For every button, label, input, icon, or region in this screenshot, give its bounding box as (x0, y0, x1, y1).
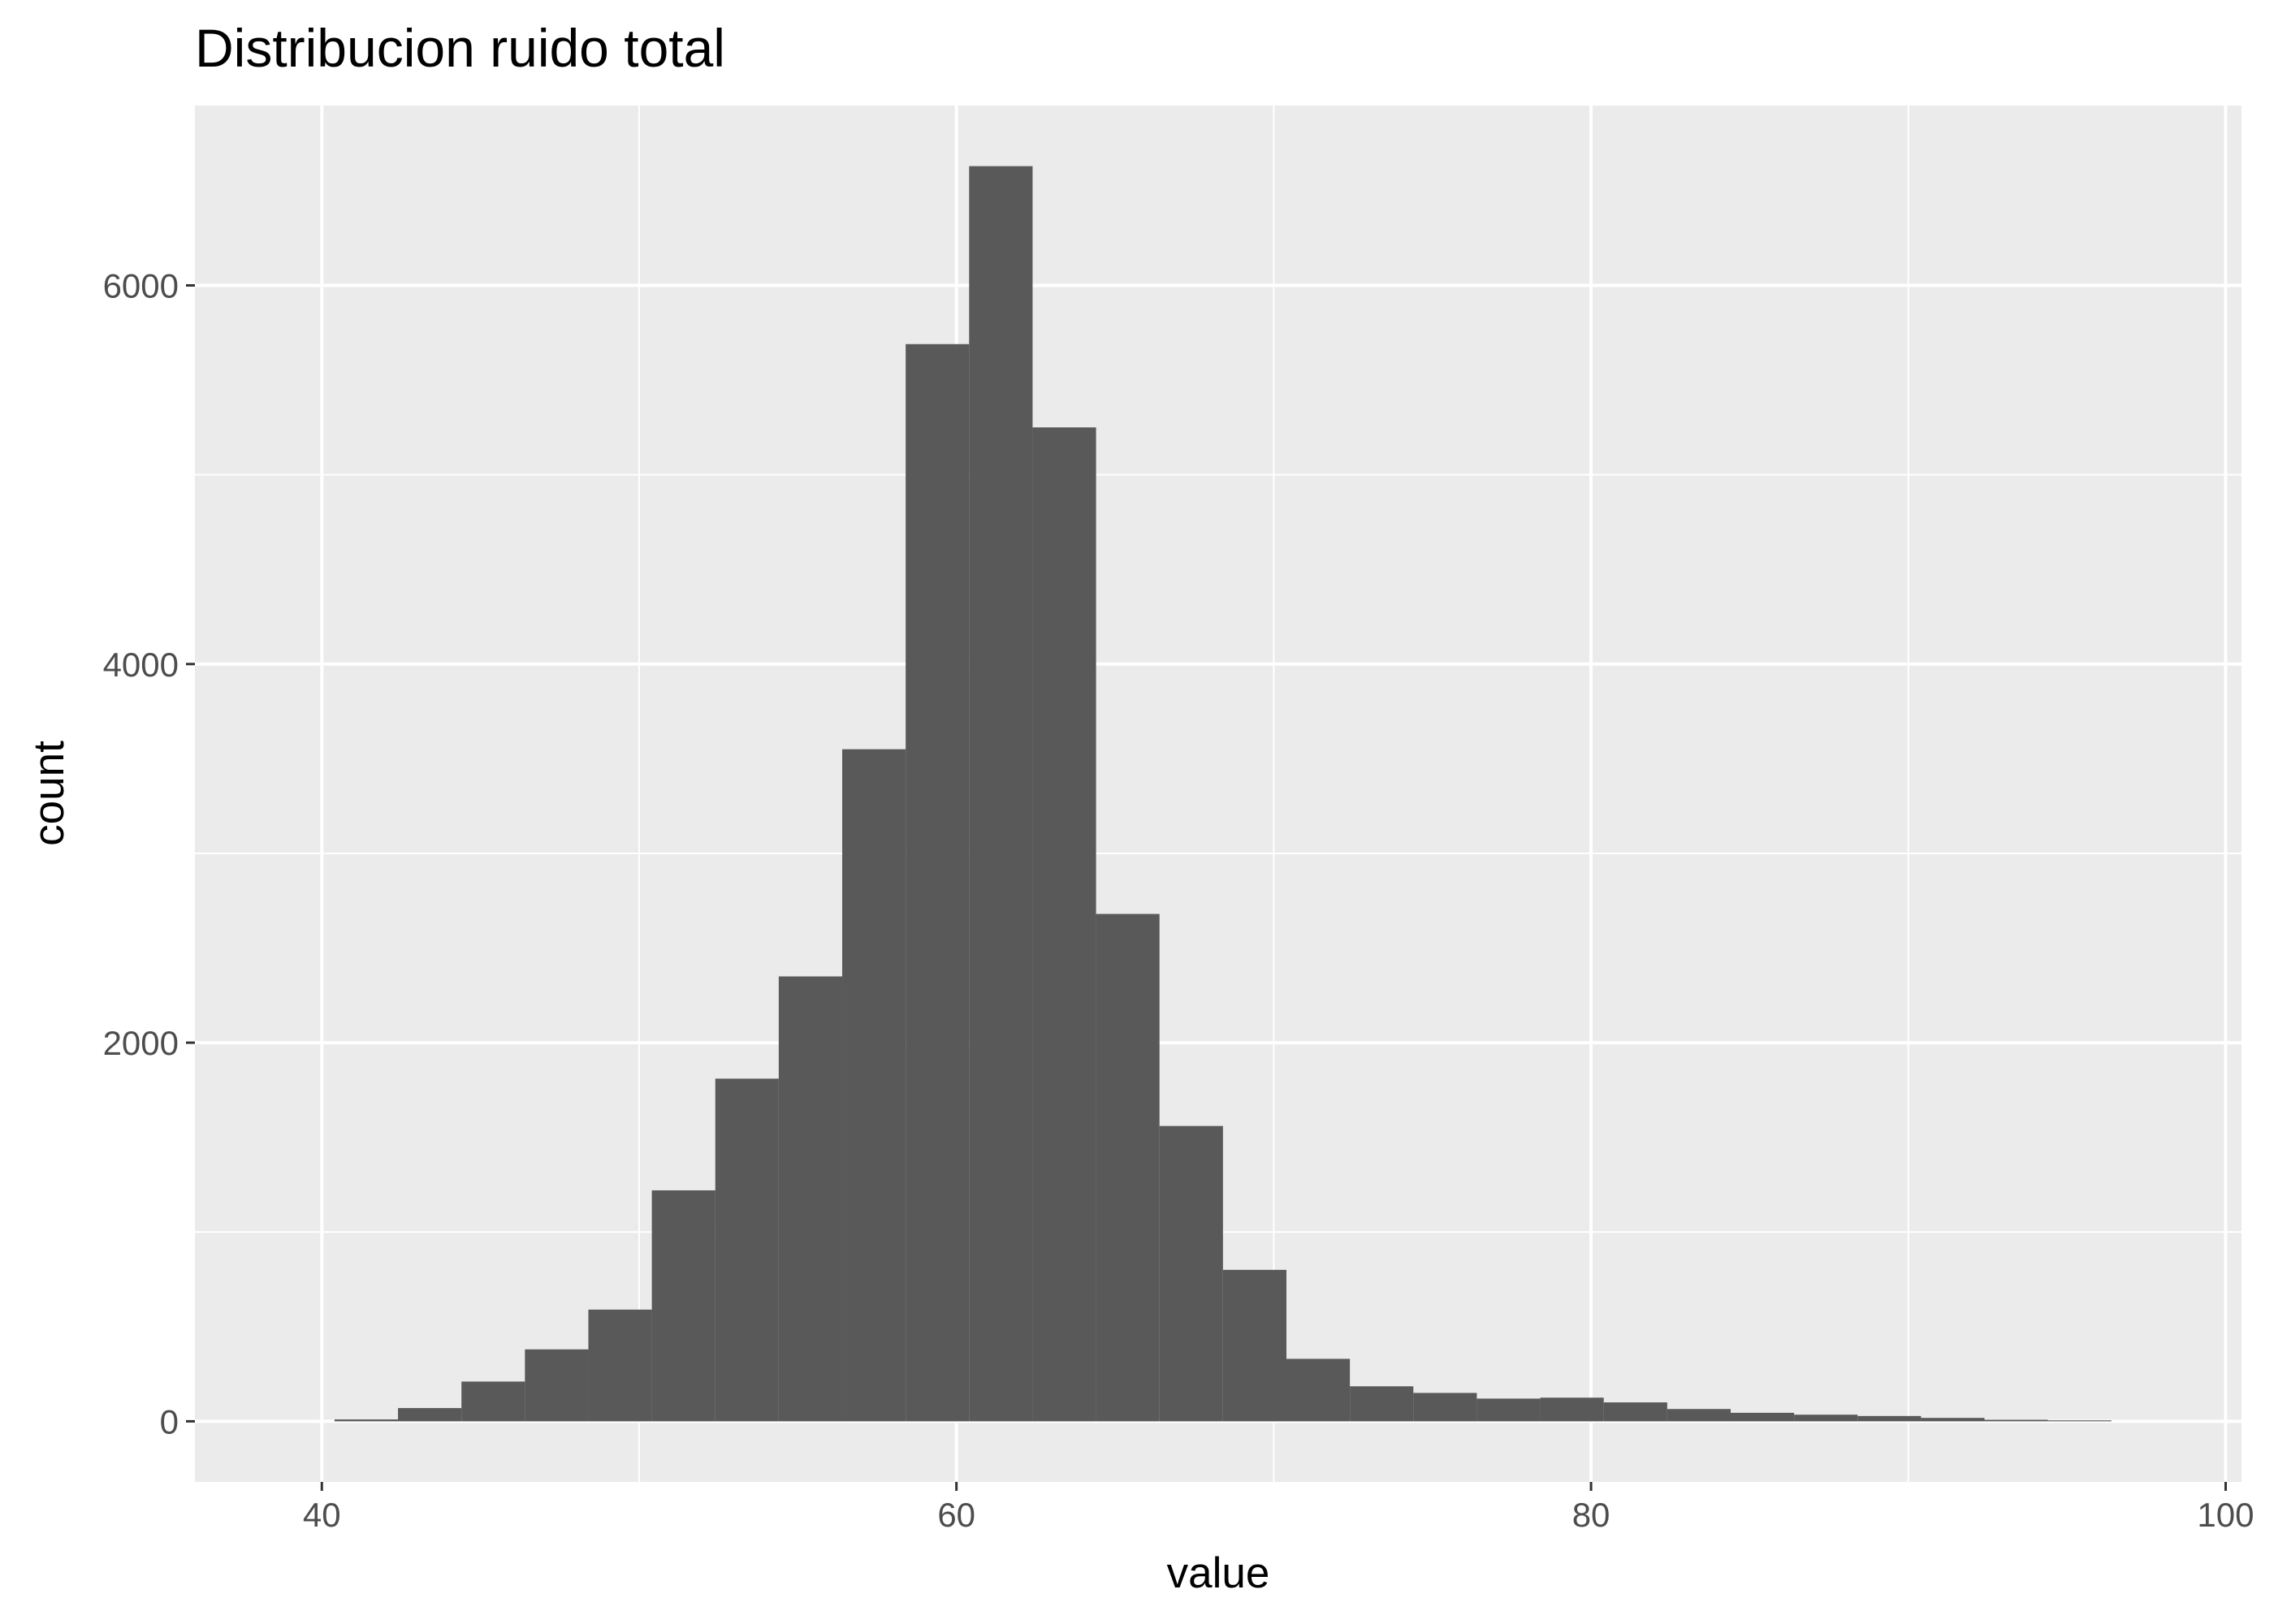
histogram-bar (778, 976, 843, 1422)
y-tick-label: 6000 (103, 266, 179, 304)
histogram-bar (1921, 1418, 1985, 1422)
chart-title: Distribucion ruido total (195, 18, 725, 78)
histogram-bar (1667, 1409, 1731, 1422)
y-tick-label: 0 (160, 1402, 179, 1440)
y-tick-label: 4000 (103, 646, 179, 684)
x-axis-title: value (1167, 1549, 1270, 1597)
histogram-bar (842, 749, 906, 1422)
histogram-bar (2047, 1420, 2112, 1422)
x-tick-label: 80 (1572, 1496, 1610, 1534)
histogram-bar (906, 343, 970, 1422)
x-tick-label: 40 (303, 1496, 341, 1534)
bars (334, 166, 2112, 1422)
histogram-bar (1857, 1415, 1922, 1422)
histogram-bar (1222, 1269, 1286, 1422)
y-axis: 0 2000 4000 6000 (103, 266, 195, 1440)
histogram-bar (398, 1408, 462, 1422)
x-tick-label: 60 (937, 1496, 975, 1534)
histogram-bar (461, 1381, 525, 1422)
x-tick-label: 100 (2197, 1496, 2254, 1534)
histogram-bar (1794, 1415, 1858, 1422)
histogram-bar (1286, 1358, 1351, 1422)
histogram-bar (1730, 1412, 1795, 1422)
histogram-bar (715, 1078, 779, 1422)
histogram-bar (651, 1190, 715, 1422)
histogram-bar (525, 1349, 589, 1422)
y-tick-label: 2000 (103, 1024, 179, 1062)
histogram-bar (334, 1419, 399, 1422)
histogram-bar (1413, 1393, 1477, 1422)
x-axis: 40 60 80 100 (303, 1482, 2255, 1534)
histogram-bar (1159, 1125, 1223, 1422)
histogram-bar (1540, 1397, 1604, 1422)
histogram-bar (1984, 1419, 2048, 1422)
histogram-bar (1603, 1402, 1667, 1422)
histogram-bar (969, 166, 1033, 1422)
histogram-bar (1350, 1386, 1414, 1422)
histogram-bar (1096, 914, 1160, 1422)
histogram-bar (588, 1309, 652, 1422)
histogram-bar (1476, 1398, 1541, 1422)
histogram-bar (1032, 427, 1096, 1422)
y-axis-title: count (25, 741, 73, 846)
